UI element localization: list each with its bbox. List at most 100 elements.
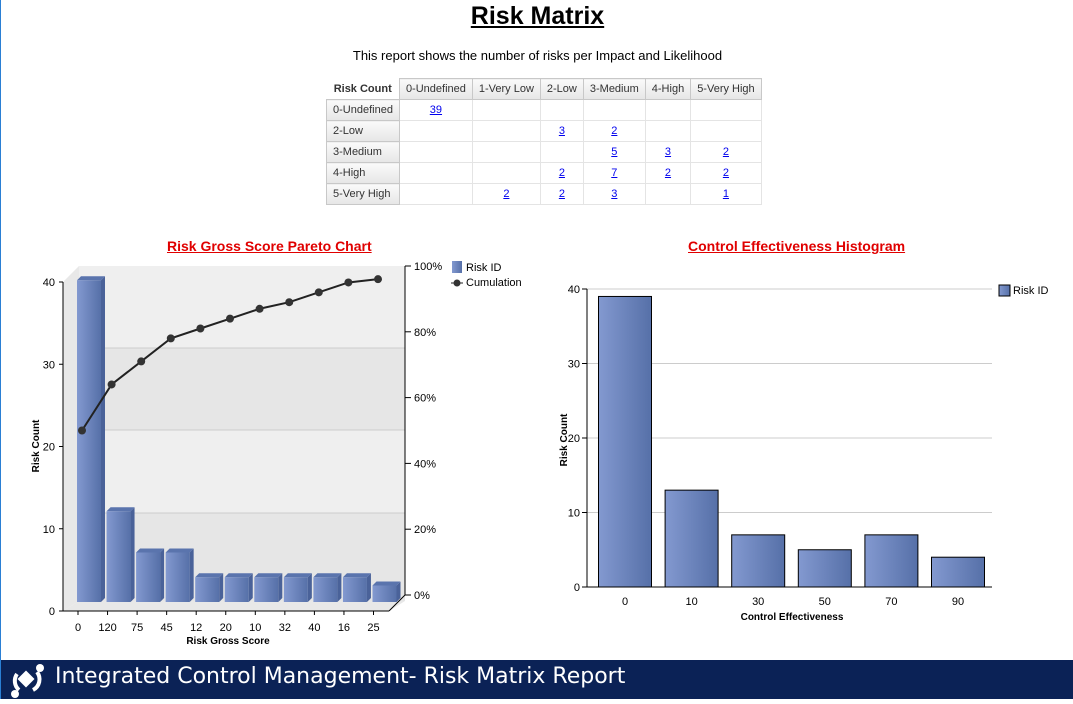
y-tick-label: 20 bbox=[43, 442, 55, 454]
matrix-cell: 2 bbox=[539, 183, 584, 205]
matrix-cell: 1 bbox=[690, 183, 762, 205]
y2-tick-label: 100% bbox=[414, 261, 442, 273]
bar bbox=[598, 295, 652, 588]
bar bbox=[77, 280, 101, 602]
bar-top bbox=[165, 548, 194, 553]
legend-swatch-risk-id bbox=[452, 261, 462, 273]
x-tick-label: 50 bbox=[819, 596, 831, 608]
y-axis-title: Risk Count bbox=[31, 419, 42, 472]
bar bbox=[283, 577, 308, 602]
page-title: Risk Matrix bbox=[470, 2, 605, 30]
y-tick-label: 0 bbox=[574, 582, 580, 594]
matrix-count-link[interactable]: 5 bbox=[611, 146, 618, 158]
matrix-count-link[interactable]: 3 bbox=[558, 125, 565, 137]
bar-top bbox=[342, 573, 371, 578]
legend-label: Cumulation bbox=[466, 277, 522, 289]
cumulation-point bbox=[107, 380, 116, 389]
legend-swatch-risk-id bbox=[998, 284, 1011, 297]
bar-top bbox=[195, 573, 224, 578]
y2-tick-label: 40% bbox=[414, 458, 436, 470]
bar bbox=[165, 552, 190, 602]
app-logo-icon bbox=[7, 662, 47, 704]
matrix-count-link[interactable]: 2 bbox=[503, 188, 510, 200]
bar-side bbox=[101, 276, 105, 602]
x-tick-label: 25 bbox=[367, 622, 379, 634]
bar-side bbox=[278, 573, 283, 602]
bar bbox=[864, 534, 919, 588]
y-axis-title: Risk Count bbox=[559, 413, 570, 466]
bar-top bbox=[136, 548, 165, 553]
matrix-count-link[interactable]: 2 bbox=[664, 167, 672, 179]
matrix-row: 5-Very High 2 2 3 1 bbox=[326, 183, 762, 205]
pareto-chart: 0 10 20 30 40 Risk Count 0% 20% 40% 60% 80% 100% 0 12… bbox=[31, 261, 522, 647]
bar-top bbox=[224, 573, 253, 578]
chart-band bbox=[79, 348, 405, 430]
matrix-count-link[interactable]: 2 bbox=[558, 167, 565, 179]
matrix-column-header: 0-Undefined bbox=[398, 78, 473, 100]
matrix-column-header: 3-Medium bbox=[582, 78, 646, 100]
x-tick-label: 75 bbox=[131, 622, 143, 634]
matrix-count-link[interactable]: 2 bbox=[558, 188, 565, 200]
pareto-chart-title: Risk Gross Score Pareto Chart bbox=[167, 238, 372, 254]
matrix-cell: 39 bbox=[398, 99, 473, 121]
y-tick-label: 10 bbox=[43, 524, 55, 536]
page-subtitle: This report shows the number of risks pe… bbox=[352, 48, 723, 63]
matrix-row: 0-Undefined 39 bbox=[326, 99, 762, 121]
y-tick-label: 20 bbox=[568, 433, 580, 445]
matrix-row-header: 3-Medium bbox=[326, 141, 400, 163]
x-axis-depth bbox=[388, 594, 406, 612]
histogram-chart-title: Control Effectiveness Histogram bbox=[688, 238, 906, 254]
cumulation-point bbox=[226, 314, 234, 323]
x-tick-label: 0 bbox=[622, 596, 628, 608]
x-tick-label: 20 bbox=[220, 622, 232, 634]
cumulation-point bbox=[285, 298, 294, 307]
x-tick-label: 70 bbox=[885, 596, 897, 608]
matrix-count-link[interactable]: 3 bbox=[664, 146, 672, 158]
x-tick-label: 10 bbox=[685, 596, 697, 608]
y2-tick-label: 80% bbox=[414, 327, 436, 339]
bar-side bbox=[130, 507, 135, 602]
matrix-cell: 2 bbox=[690, 162, 762, 184]
bar bbox=[931, 556, 985, 588]
footer-title: Integrated Control Management- Risk Matr… bbox=[55, 664, 626, 689]
bar-side bbox=[366, 573, 371, 602]
y2-tick-label: 60% bbox=[414, 393, 436, 405]
x-tick-label: 16 bbox=[338, 622, 350, 634]
bar-side bbox=[307, 573, 312, 602]
x-tick-label: 90 bbox=[952, 596, 964, 608]
matrix-column-header: 5-Very High bbox=[690, 78, 762, 100]
bar bbox=[313, 577, 338, 602]
matrix-column-header: 2-Low bbox=[539, 78, 584, 100]
matrix-count-link[interactable]: 2 bbox=[722, 146, 729, 158]
y2-tick-label: 20% bbox=[414, 524, 436, 536]
matrix-corner-label: Risk Count bbox=[326, 78, 400, 100]
bar-side bbox=[248, 573, 253, 602]
cumulation-point bbox=[314, 288, 323, 297]
y-tick-label: 30 bbox=[568, 359, 580, 371]
bar-top bbox=[283, 573, 312, 578]
matrix-cell bbox=[644, 183, 692, 205]
y-tick-label: 40 bbox=[43, 277, 55, 289]
bar bbox=[224, 577, 249, 602]
matrix-row-header: 4-High bbox=[326, 162, 400, 184]
x-tick-label: 12 bbox=[190, 622, 202, 634]
x-tick-label: 30 bbox=[752, 596, 764, 608]
matrix-count-link[interactable]: 1 bbox=[722, 188, 729, 200]
y2-tick-label: 0% bbox=[414, 590, 430, 602]
matrix-count-link[interactable]: 2 bbox=[722, 167, 729, 179]
x-tick-label: 120 bbox=[98, 622, 116, 634]
footer-bar: Integrated Control Management- Risk Matr… bbox=[1, 660, 1073, 699]
cumulation-point bbox=[78, 426, 86, 435]
cumulation-point bbox=[166, 334, 175, 343]
matrix-count-link[interactable]: 3 bbox=[611, 188, 618, 200]
bar bbox=[372, 585, 397, 602]
matrix-count-link[interactable]: 2 bbox=[611, 125, 618, 137]
cumulation-point bbox=[374, 275, 382, 284]
bar bbox=[731, 534, 786, 588]
matrix-count-link[interactable]: 7 bbox=[611, 167, 618, 179]
matrix-count-link[interactable]: 39 bbox=[429, 104, 443, 116]
bar-top bbox=[106, 507, 135, 512]
bar bbox=[664, 489, 719, 588]
bar-side bbox=[396, 581, 401, 602]
chart-floor bbox=[63, 601, 405, 611]
